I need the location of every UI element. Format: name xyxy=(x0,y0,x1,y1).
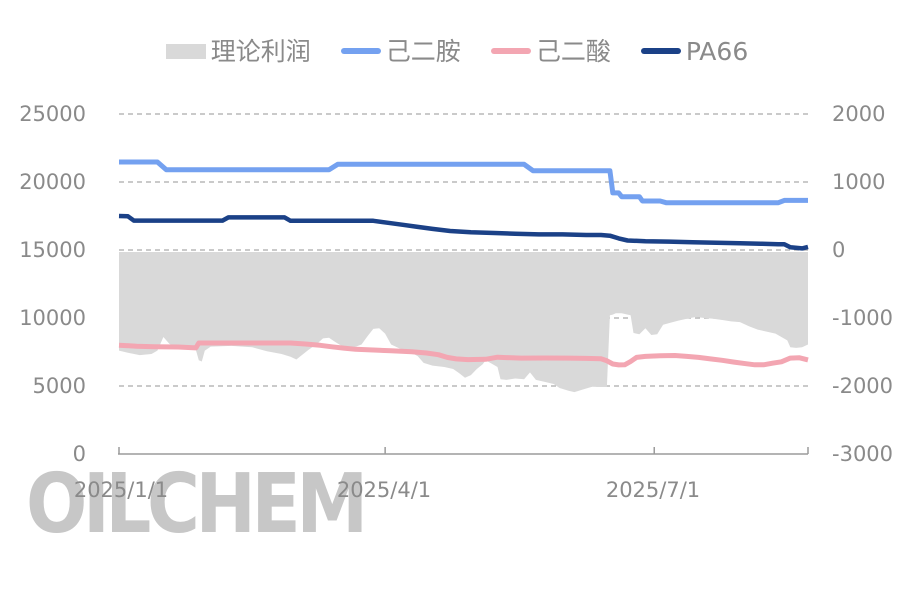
legend-item-theoretical-profit[interactable]: 理论利润 xyxy=(165,36,311,66)
legend-label: 己二酸 xyxy=(535,36,611,66)
left-axis-tick: 20000 xyxy=(19,170,86,194)
line-swatch-icon xyxy=(640,48,681,54)
left-axis-tick: 25000 xyxy=(19,102,86,126)
legend-item-adipic-acid[interactable]: 己二酸 xyxy=(490,36,611,66)
legend-item-pa66[interactable]: PA66 xyxy=(640,36,749,66)
right-axis-tick: -2000 xyxy=(832,374,894,398)
right-axis-tick: 0 xyxy=(832,238,846,262)
legend-label: 理论利润 xyxy=(210,36,311,66)
right-axis-tick: -1000 xyxy=(832,306,894,330)
line-swatch-icon xyxy=(340,48,381,54)
legend: 理论利润 己二胺 己二酸 PA66 xyxy=(0,36,914,66)
left-axis-tick: 0 xyxy=(72,442,86,466)
x-axis-tick: 2025/7/1 xyxy=(605,478,701,502)
right-axis-tick: 2000 xyxy=(832,102,886,126)
legend-label: 己二胺 xyxy=(385,36,461,66)
line-swatch-icon xyxy=(490,48,531,54)
left-axis-tick: 5000 xyxy=(32,374,86,398)
x-axis-tick: 2025/4/1 xyxy=(336,478,432,502)
legend-label: PA66 xyxy=(685,36,749,66)
right-axis-tick: -3000 xyxy=(832,442,894,466)
right-axis-tick: 1000 xyxy=(832,170,886,194)
area-swatch-icon xyxy=(165,43,206,59)
left-axis-tick: 10000 xyxy=(19,306,86,330)
watermark-logo: OILCHEM xyxy=(26,457,368,552)
left-axis-tick: 15000 xyxy=(19,238,86,262)
legend-item-hexamethylenediamine[interactable]: 己二胺 xyxy=(340,36,461,66)
x-axis-tick: 2025/1/1 xyxy=(73,478,169,502)
